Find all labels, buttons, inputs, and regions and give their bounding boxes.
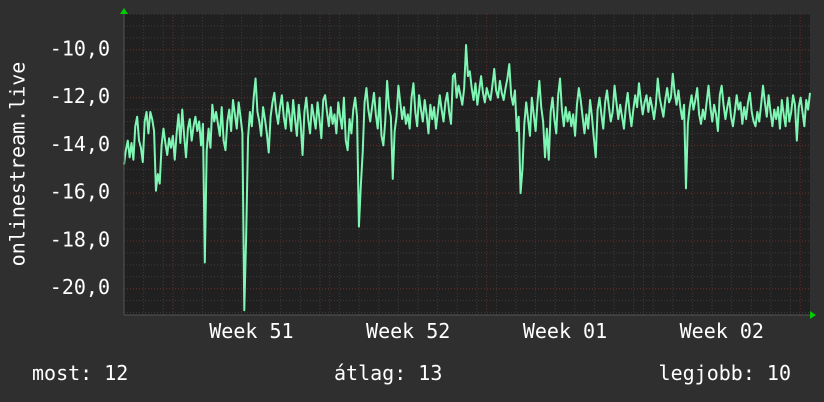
- series-line: [123, 44, 811, 312]
- y-tick-label: -16,0: [50, 180, 110, 204]
- y-tick-label: -20,0: [50, 275, 110, 299]
- axes: [120, 8, 816, 319]
- y-tick-label: -18,0: [50, 227, 110, 251]
- y-axis-arrow-icon: [120, 8, 128, 14]
- y-axis-label: onlinestream.live: [6, 62, 30, 267]
- x-axis-arrow-icon: [810, 311, 816, 319]
- stats-bar: most: 12 átlag: 13 legjobb: 10: [0, 361, 824, 389]
- x-tick-label: Week 01: [523, 319, 607, 343]
- x-tick-labels: Week 51 Week 52 Week 01 Week 02: [209, 319, 764, 343]
- y-tick-label: -12,0: [50, 84, 110, 108]
- x-tick-label: Week 51: [209, 319, 293, 343]
- x-tick-label: Week 52: [366, 319, 450, 343]
- y-tick-label: -14,0: [50, 132, 110, 156]
- y-tick-labels: -20,0 -18,0 -16,0 -14,0 -12,0 -10,0: [50, 36, 110, 299]
- stat-average: átlag: 13: [334, 361, 443, 385]
- x-tick-label: Week 02: [680, 319, 764, 343]
- y-tick-label: -10,0: [50, 36, 110, 60]
- stat-current: most: 12: [32, 361, 129, 385]
- stat-best: legjobb: 10: [658, 361, 791, 385]
